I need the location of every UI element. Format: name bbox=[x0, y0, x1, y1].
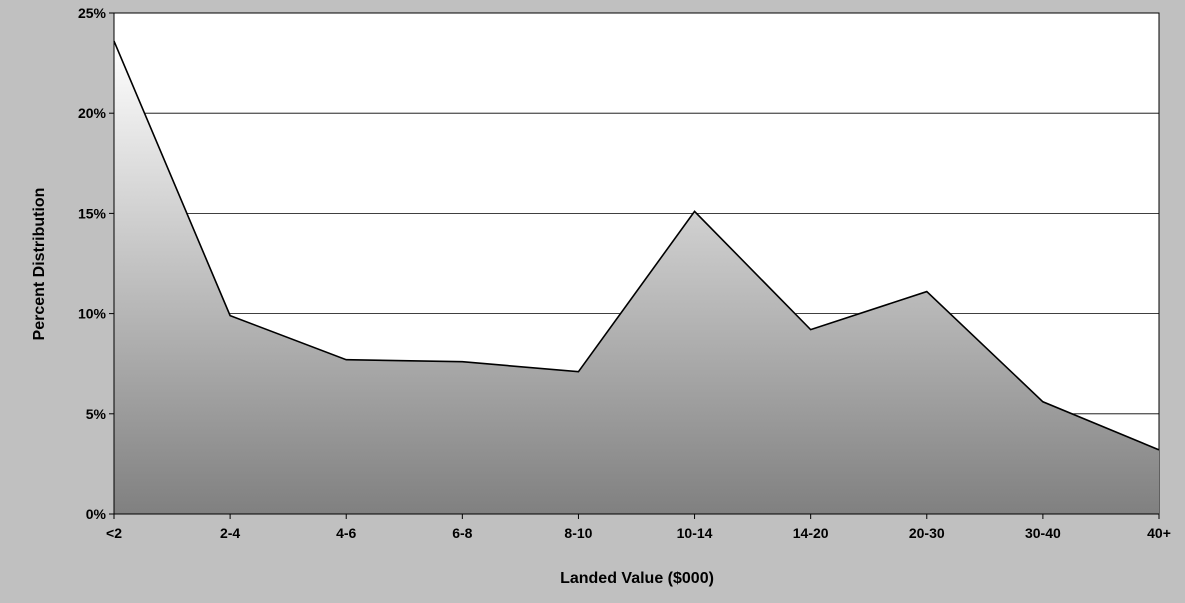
x-tick-label: 14-20 bbox=[793, 525, 829, 541]
series-line bbox=[113, 40, 1160, 451]
x-tick-label: 10-14 bbox=[677, 525, 713, 541]
y-tick-label: 25% bbox=[78, 5, 107, 21]
x-axis: <2 2-4 4-6 6-8 8-10 10-14 14-20 20-30 30-40 40+ bbox=[106, 513, 1171, 541]
y-axis: 0% 5% 10% 15% 20% 25% bbox=[78, 5, 115, 522]
x-tick-label: 40+ bbox=[1147, 525, 1171, 541]
y-tick-label: 20% bbox=[78, 105, 107, 121]
x-tick-label: 30-40 bbox=[1025, 525, 1061, 541]
y-tick-label: 15% bbox=[78, 205, 107, 221]
x-tick-label: 2-4 bbox=[220, 525, 240, 541]
x-tick-label: <2 bbox=[106, 525, 122, 541]
y-tick-label: 10% bbox=[78, 306, 107, 322]
y-tick-label: 0% bbox=[86, 506, 107, 522]
x-axis-title: Landed Value ($000) bbox=[560, 570, 714, 587]
x-tick-label: 6-8 bbox=[452, 525, 472, 541]
area-fill bbox=[114, 41, 1159, 514]
y-axis-title: Percent Distribution bbox=[31, 188, 48, 341]
x-tick-label: 8-10 bbox=[564, 525, 592, 541]
x-tick-label: 4-6 bbox=[336, 525, 356, 541]
x-tick-label: 20-30 bbox=[909, 525, 945, 541]
y-tick-label: 5% bbox=[86, 406, 107, 422]
